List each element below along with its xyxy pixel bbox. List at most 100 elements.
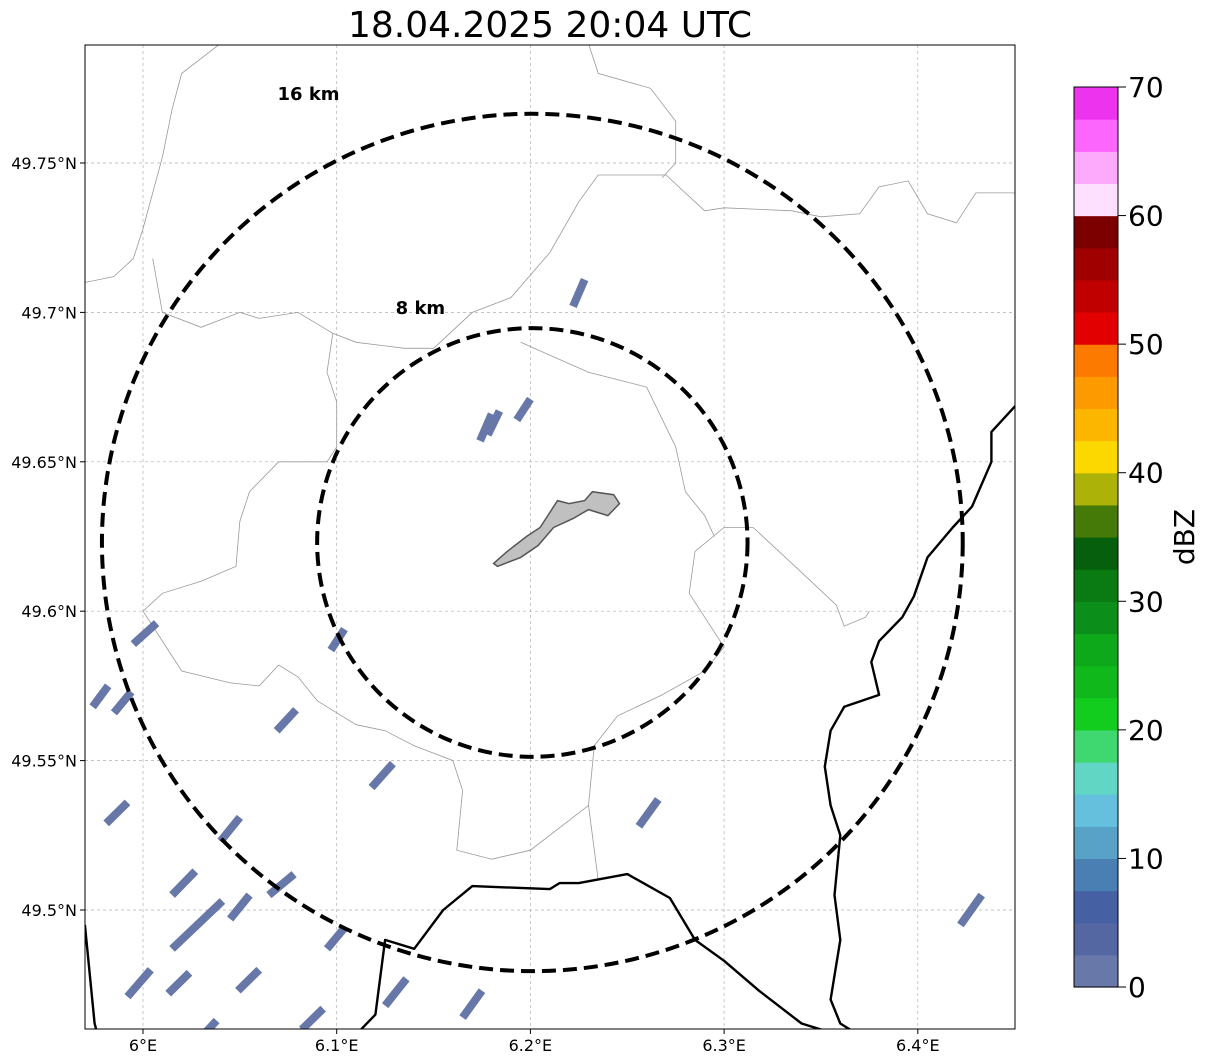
lat-tick-label: 49.55°N [11, 752, 77, 771]
lat-tick-label: 49.7°N [21, 303, 77, 322]
colorbar-segment [1074, 601, 1118, 635]
commune-boundary [152, 174, 1015, 349]
colorbar-segment [1074, 183, 1118, 217]
colorbar-segment [1074, 87, 1118, 120]
radar-echo [569, 277, 589, 309]
commune-boundary [588, 527, 870, 806]
colorbar-segment [1074, 408, 1118, 442]
colorbar: 0 10 20 30 40 50 60 70 dBZ [1073, 71, 1201, 1004]
colorbar-segment [1074, 376, 1118, 410]
radar-echo [227, 892, 253, 922]
colorbar-segment [1074, 922, 1118, 956]
lat-tick-label: 49.6°N [21, 602, 77, 621]
east-border [823, 404, 1015, 1029]
colorbar-segment [1074, 344, 1118, 377]
radar-echo [217, 814, 243, 844]
radar-echo [381, 976, 410, 1009]
colorbar-tick-label: 60 [1128, 200, 1164, 233]
radar-echo [476, 412, 496, 443]
colorbar-frame [1073, 86, 1119, 988]
colorbar-segment [1074, 504, 1118, 538]
city-outline [492, 490, 621, 568]
range-ring-label: 8 km [396, 298, 446, 319]
radar-echo [169, 868, 199, 898]
colorbar-segment [1074, 440, 1118, 474]
colorbar-label: dBZ [1168, 509, 1201, 565]
radar-echo [323, 925, 348, 952]
radar-echo [484, 409, 504, 437]
colorbar-segment [1074, 890, 1118, 924]
colorbar-segment [1074, 697, 1118, 731]
map-plot-area [85, 45, 1015, 1064]
lon-tick-label: 6.2°E [509, 1036, 553, 1055]
colorbar-segment [1074, 858, 1118, 892]
colorbar-segment [1074, 472, 1118, 506]
range-ring-labels: 8 km 16 km [278, 84, 446, 319]
colorbar-segment [1074, 633, 1118, 667]
lat-tick-label: 49.65°N [11, 453, 77, 472]
radar-echoes [89, 277, 985, 1064]
radar-echo [182, 1041, 205, 1064]
colorbar-segment [1074, 279, 1118, 313]
colorbar-tick-label: 20 [1128, 714, 1164, 747]
radar-echo [434, 1033, 453, 1060]
lat-tick-label: 49.5°N [21, 901, 77, 920]
colorbar-segment [1074, 151, 1118, 185]
range-ring-label: 16 km [278, 84, 340, 105]
colorbar-segment [1074, 954, 1118, 988]
radar-echo [124, 967, 154, 1000]
lon-tick-label: 6.3°E [702, 1036, 746, 1055]
colorbar-segment [1074, 762, 1118, 795]
radar-echo [169, 898, 226, 952]
colorbar-segment [1074, 729, 1118, 763]
commune-boundary [142, 333, 589, 860]
map-frame [84, 44, 1016, 1030]
national-borders [85, 404, 1015, 1029]
gridlines [85, 45, 1015, 1029]
commune-boundary [588, 45, 677, 179]
colorbar-tick-label: 30 [1128, 585, 1164, 618]
commune-boundary [520, 341, 715, 537]
radar-echo [957, 892, 985, 928]
colorbar-segment [1074, 665, 1118, 699]
colorbar-segment [1074, 312, 1118, 345]
radar-echo [203, 1017, 220, 1029]
lon-tick-label: 6°E [129, 1036, 157, 1055]
colorbar-segment [1074, 826, 1118, 860]
colorbar-tick-label: 70 [1128, 71, 1164, 104]
radar-echo [165, 969, 193, 997]
lon-tick-label: 6.4°E [896, 1036, 940, 1055]
colorbar-tick-label: 40 [1128, 457, 1164, 490]
radar-echo [235, 966, 263, 994]
radar-echo [635, 797, 662, 829]
colorbar-segment [1074, 569, 1118, 602]
radar-echo [103, 799, 131, 827]
colorbar-segment [1074, 215, 1118, 249]
radar-echo [89, 683, 112, 710]
range-rings [99, 111, 965, 974]
colorbar-segment [1074, 247, 1118, 281]
colorbar-tick-label: 10 [1128, 842, 1164, 875]
radar-echo [130, 620, 160, 648]
colorbar-tick-label: 0 [1128, 971, 1146, 1004]
colorbar-segment [1074, 794, 1118, 827]
colorbar-tick-label: 50 [1128, 328, 1164, 361]
colorbar-segment [1074, 119, 1118, 152]
radar-echo [266, 871, 297, 899]
radar-echo [327, 626, 348, 653]
map-title: 18.04.2025 20:04 UTC [347, 5, 753, 46]
radar-echo [273, 707, 299, 734]
range-ring-8km [315, 326, 750, 759]
commune-boundary [85, 45, 220, 283]
range-ring-16km [99, 111, 965, 974]
south-border [85, 872, 824, 1029]
colorbar-segment [1074, 537, 1118, 570]
radar-echo [459, 988, 486, 1020]
lon-tick-label: 6.1°E [315, 1036, 359, 1055]
radar-echo [110, 689, 135, 716]
axis-ticks: 6°E 6.1°E 6.2°E 6.3°E 6.4°E 49.5°N 49.55°N 49.6… [11, 154, 939, 1055]
radar-echo [299, 1005, 326, 1029]
commune-boundaries [85, 45, 1015, 881]
lat-tick-label: 49.75°N [11, 154, 77, 173]
